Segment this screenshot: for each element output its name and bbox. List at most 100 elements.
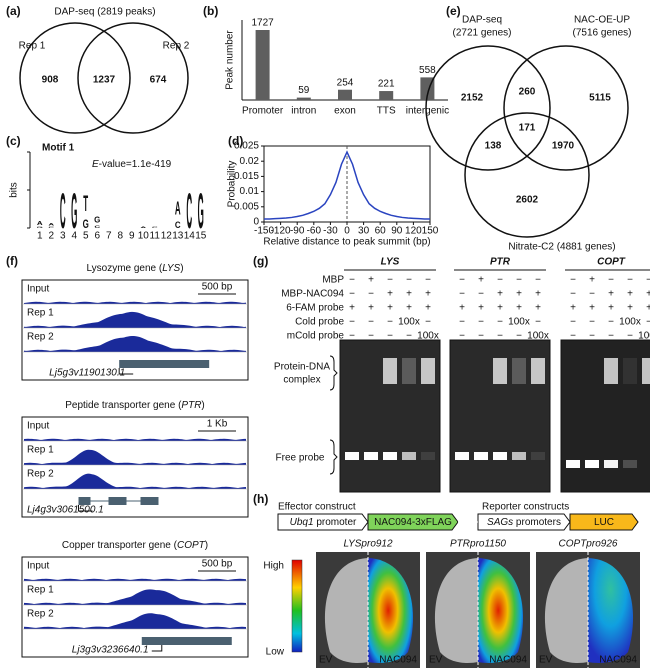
x-tick-label: -60 [307, 226, 322, 237]
set-label: (7516 genes) [573, 28, 632, 39]
lane-symbol: − [608, 317, 614, 328]
e-value: E-value=1.1e-419 [92, 159, 172, 170]
signal-track [24, 449, 246, 465]
position-label: 8 [117, 231, 123, 242]
bar [379, 91, 394, 100]
lane-symbol: − [589, 317, 595, 328]
logo-letter: G [71, 183, 77, 239]
lane-symbol: − [608, 275, 614, 286]
lane-symbol: − [535, 317, 541, 328]
lane-symbol: + [406, 303, 412, 314]
x-tick-label: exon [334, 106, 356, 117]
band [364, 452, 378, 460]
venn-title: DAP-seq (2819 peaks) [54, 7, 155, 18]
y-tick-label: 0.005 [234, 201, 259, 212]
text-part: Copper transporter gene ( [62, 540, 178, 551]
gene-header: COPT [597, 257, 626, 268]
lane-symbol: − [387, 317, 393, 328]
logo-letter: C [152, 227, 159, 229]
position-label: 9 [129, 231, 135, 242]
logo-letter: G [37, 227, 44, 229]
lane-symbol: + [406, 289, 412, 300]
y-tick-label: 0.01 [240, 186, 260, 197]
position-label: 2 [48, 231, 54, 242]
row-label: MBP-NAC094 [281, 289, 344, 300]
lane-symbol: + [368, 303, 374, 314]
signal-track [24, 578, 246, 581]
logo-letter: A [37, 221, 43, 227]
leaf-right [478, 558, 524, 663]
band-label: Protein-DNA [274, 362, 330, 373]
x-tick-label: intron [291, 106, 316, 117]
venn-circle [503, 45, 629, 171]
logo-letter: A [140, 227, 147, 229]
lane-symbol: − [459, 289, 465, 300]
venn-count: 1237 [93, 75, 116, 86]
lane-symbol: + [516, 289, 522, 300]
y-tick-label: 0.015 [234, 171, 259, 182]
text-part: PTR [181, 400, 201, 411]
band [455, 452, 469, 460]
text-part: LUC [594, 517, 614, 528]
position-label: 4 [71, 231, 77, 242]
venn-count: 674 [150, 75, 167, 86]
position-label: 5 [83, 231, 89, 242]
band [421, 358, 435, 384]
lane-symbol: − [478, 289, 484, 300]
position-label: 14 [184, 231, 196, 242]
lane-symbol: 100x [508, 317, 530, 328]
lane-symbol: − [589, 289, 595, 300]
text-part: Lysozyme gene ( [86, 263, 162, 274]
construct-name: Ubq1 promoter [290, 517, 357, 528]
track-label: Rep 2 [27, 469, 54, 480]
lane-symbol: − [425, 317, 431, 328]
lane-symbol: + [589, 303, 595, 314]
panel-label: (f) [6, 254, 18, 268]
venn-count: 2602 [516, 195, 539, 206]
logo-letter: G [198, 183, 204, 239]
x-tick-label: 90 [391, 226, 403, 237]
lane-symbol: − [570, 289, 576, 300]
lane-symbol: + [387, 303, 393, 314]
lane-symbol: + [535, 303, 541, 314]
lane-symbol: − [406, 275, 412, 286]
lane-symbol: + [368, 275, 374, 286]
lane-symbol: − [570, 331, 576, 342]
logo-letter: G [94, 215, 100, 224]
gene-id: Lj5g3v1190130.1 [49, 368, 125, 379]
panel-label: (c) [6, 134, 21, 148]
text-part: LYS [162, 263, 180, 274]
signal-track [24, 613, 246, 629]
band [383, 452, 397, 460]
signal-track [24, 311, 246, 328]
gene-model [119, 360, 210, 368]
row-label: MBP [322, 275, 344, 286]
gene-id: Lj4g3v3061500.1 [27, 505, 104, 516]
gene-model [141, 637, 232, 645]
panel-label: (e) [446, 4, 461, 18]
lane-symbol: − [646, 317, 650, 328]
lane-symbol: − [459, 275, 465, 286]
lane-symbol: − [349, 317, 355, 328]
row-label: 6-FAM probe [286, 303, 344, 314]
band [421, 452, 435, 460]
venn-count: 138 [485, 141, 502, 152]
tss-arrow [151, 645, 163, 652]
position-label: 13 [172, 231, 184, 242]
venn-count: 1970 [552, 141, 575, 152]
lane-symbol: + [349, 303, 355, 314]
position-label: 15 [195, 231, 207, 242]
sample-label: EV [539, 655, 553, 666]
panel-label: (a) [6, 4, 21, 18]
band [474, 452, 488, 460]
lane-symbol: + [608, 303, 614, 314]
lane-symbol: + [478, 303, 484, 314]
logo-letter: A [48, 224, 55, 227]
venn-circle [425, 45, 551, 171]
lane-symbol: 100x [398, 317, 420, 328]
band [512, 358, 526, 384]
lane-symbol: + [516, 303, 522, 314]
text-part: ) [205, 540, 208, 551]
position-label: 12 [161, 231, 173, 242]
track-label: Input [27, 561, 49, 572]
